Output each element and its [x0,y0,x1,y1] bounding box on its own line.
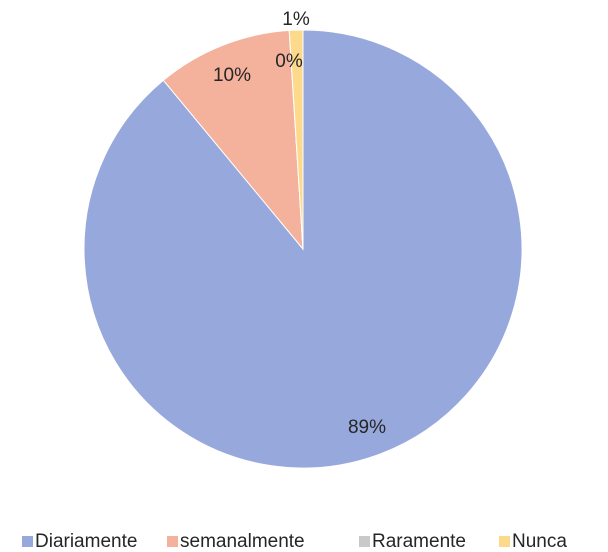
pie-slice [162,29,304,251]
legend-swatch [167,536,178,547]
legend-label: Diariamente [35,531,137,552]
legend-label: Raramente [372,531,466,552]
pie [83,29,523,469]
data-label: 89% [348,417,386,438]
data-labels: 89% 10% 0% 1% [213,9,386,438]
legend-swatch [359,536,370,547]
pie-slice [288,29,304,250]
legend-label: Nunca [512,531,567,552]
data-label: 10% [213,65,251,86]
legend-swatch [499,536,510,547]
data-label: 1% [282,9,310,30]
data-label: 0% [275,51,303,72]
legend: Diariamente semanalmente Raramente Nunca [22,531,567,552]
legend-label: semanalmente [180,531,305,552]
legend-swatch [22,536,33,547]
